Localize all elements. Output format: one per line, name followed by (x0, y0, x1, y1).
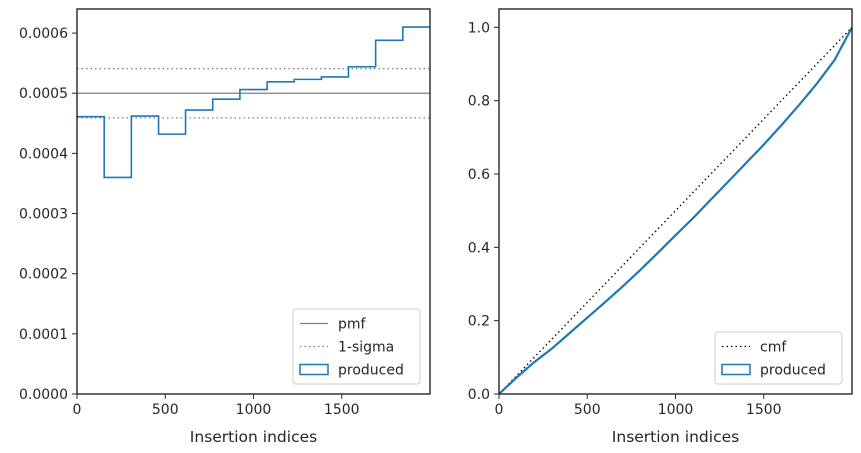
y-tick-label: 0.0003 (19, 207, 68, 223)
legend-label: produced (338, 363, 404, 379)
legend-label: cmf (760, 340, 787, 356)
x-tick-label: 1000 (236, 402, 272, 418)
y-tick-label: 0.6 (468, 167, 490, 183)
y-tick-label: 0.2 (468, 314, 490, 330)
right-chart: 0 500 1000 1500 0.0 0.2 0.4 0.6 0.8 1.0 Insertion … (468, 8, 853, 446)
x-tick-label: 1000 (658, 402, 694, 418)
y-tick-label: 0.0005 (19, 86, 68, 102)
cmf-line (498, 26, 853, 395)
x-tick-label: 500 (152, 402, 179, 418)
x-tick-label: 500 (574, 402, 601, 418)
legend-handle-patch (721, 363, 751, 376)
y-tick-label: 0.0004 (19, 146, 68, 162)
y-tick-label: 0.0002 (19, 267, 68, 283)
x-tick-label: 1500 (324, 402, 360, 418)
y-tick-label: 0.0001 (19, 327, 68, 343)
y-tick-label: 0.0 (468, 387, 490, 403)
y-tick-label: 0.0000 (19, 387, 68, 403)
x-tick-label: 1500 (746, 402, 782, 418)
y-tick-label: 0.0006 (19, 26, 68, 42)
y-tick-label: 0.8 (468, 94, 490, 110)
y-tick-label: 0.4 (468, 240, 490, 256)
x-axis-label: Insertion indices (190, 428, 317, 446)
legend-handle-patch (299, 363, 329, 376)
produced-step-line (77, 26, 430, 179)
legend-label: produced (760, 363, 826, 379)
left-chart: 0 500 1000 1500 0.0000 0.0001 0.0002 0.0003 0.00… (19, 8, 431, 446)
legend-label: 1-sigma (338, 340, 394, 356)
legend: pmf 1-sigma produced (292, 308, 421, 385)
x-tick-label: 0 (73, 402, 82, 418)
legend: cmf produced (714, 331, 843, 385)
x-tick-label: 0 (495, 402, 504, 418)
x-axis-label: Insertion indices (612, 428, 739, 446)
y-tick-label: 1.0 (468, 20, 490, 36)
produced-cumulative-line (498, 26, 853, 395)
legend-label: pmf (338, 317, 367, 333)
legend-box (714, 331, 843, 385)
